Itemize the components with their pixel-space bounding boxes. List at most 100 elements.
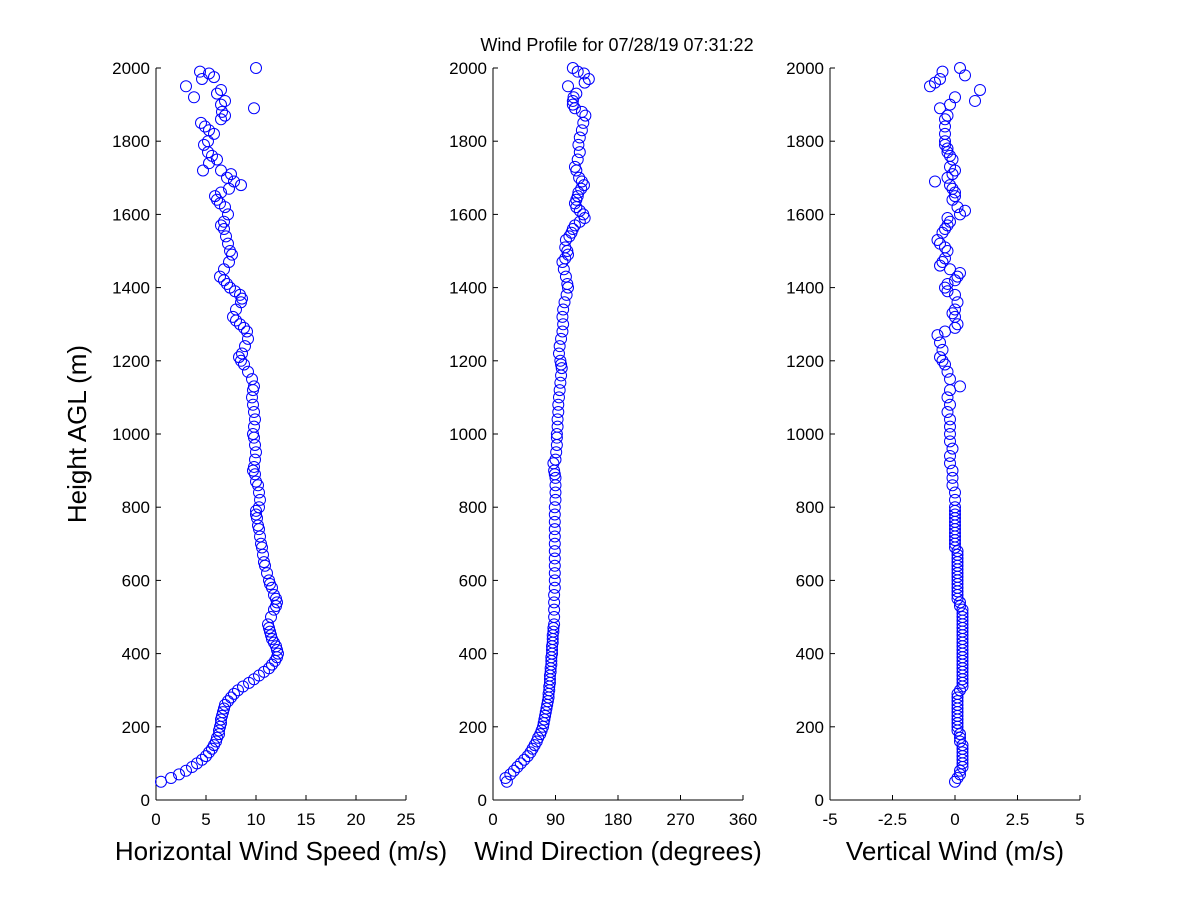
x-axis-label-direction: Wind Direction (degrees) [474, 836, 762, 866]
data-point [548, 574, 561, 587]
data-point [954, 380, 966, 393]
data-point [954, 764, 966, 777]
y-tick-label: 1000 [112, 425, 150, 444]
data-point [552, 398, 565, 411]
data-point [548, 537, 561, 550]
data-point [936, 255, 949, 268]
data-point [941, 142, 954, 155]
data-point [939, 127, 951, 140]
data-point [195, 116, 207, 129]
data-point [954, 735, 966, 748]
data-point [562, 80, 574, 93]
data-point [934, 336, 946, 349]
data-point [949, 486, 961, 499]
data-point [188, 91, 200, 104]
data-point [261, 567, 273, 580]
x-tick-label: 180 [604, 810, 632, 829]
data-point [236, 347, 248, 360]
data-point [951, 691, 964, 704]
data-point [579, 109, 592, 122]
data-point [258, 556, 270, 569]
data-point [941, 277, 954, 290]
data-point [215, 83, 227, 96]
y-tick-label: 0 [478, 791, 487, 810]
data-point [556, 325, 569, 338]
data-point [951, 695, 964, 708]
data-point [214, 270, 226, 283]
x-tick-label: 2.5 [1006, 810, 1030, 829]
data-point [573, 146, 586, 159]
data-point [248, 380, 260, 393]
data-point [559, 270, 572, 283]
data-point [934, 72, 946, 85]
data-point [577, 67, 590, 80]
y-tick-label: 0 [141, 791, 150, 810]
y-tick-label: 600 [122, 571, 150, 590]
data-point [551, 413, 564, 426]
data-point [951, 318, 964, 331]
data-point [250, 62, 262, 74]
y-tick-label: 1400 [786, 279, 824, 298]
data-point [215, 98, 227, 111]
data-point [548, 603, 561, 616]
data-point [559, 241, 572, 254]
data-point [248, 406, 260, 419]
x-tick-label: 5 [201, 810, 210, 829]
x-tick-label: 90 [546, 810, 565, 829]
x-tick-label: 5 [1075, 810, 1084, 829]
data-point [568, 160, 581, 173]
data-point [941, 406, 954, 419]
data-point [203, 67, 215, 80]
data-point [247, 428, 259, 440]
data-point [222, 237, 234, 250]
data-point [180, 764, 192, 777]
data-point [549, 471, 562, 484]
data-point [548, 545, 561, 558]
data-point [248, 102, 260, 115]
y-axis-label: Height AGL (m) [62, 345, 92, 523]
x-axis-label-speed: Horizontal Wind Speed (m/s) [115, 836, 447, 866]
data-point [548, 596, 561, 609]
data-point [249, 413, 261, 426]
data-point [265, 611, 277, 623]
data-point [254, 493, 266, 506]
data-point [575, 105, 588, 118]
x-axis-label-vertical: Vertical Wind (m/s) [846, 836, 1064, 866]
data-point [946, 479, 959, 492]
data-points-direction [499, 62, 595, 788]
data-point [941, 285, 954, 298]
data-point [929, 175, 941, 188]
y-tick-label: 400 [122, 645, 150, 664]
data-point [514, 757, 527, 770]
data-point [197, 164, 209, 177]
data-point [949, 501, 961, 514]
y-tick-label: 1200 [112, 352, 150, 371]
data-point [550, 446, 563, 459]
data-point [552, 406, 565, 419]
x-tick-label: 15 [297, 810, 316, 829]
data-points-vertical [924, 62, 986, 788]
data-point [941, 245, 954, 257]
data-point [547, 625, 560, 638]
data-point [180, 80, 192, 93]
data-point [248, 420, 260, 433]
data-point [263, 574, 275, 587]
y-tick-label: 200 [796, 718, 824, 737]
data-point [239, 340, 251, 353]
data-point [556, 310, 569, 323]
data-point [224, 245, 236, 257]
data-point [548, 508, 561, 521]
data-point [194, 65, 206, 78]
data-point [570, 87, 583, 100]
data-point [219, 94, 231, 107]
figure-title: Wind Profile for 07/28/19 07:31:22 [480, 35, 753, 55]
data-point [944, 435, 956, 448]
data-point [228, 687, 240, 700]
data-point [237, 680, 249, 693]
y-tick-label: 1400 [449, 279, 487, 298]
data-point [944, 398, 956, 411]
data-point [954, 600, 966, 613]
data-point [215, 219, 227, 232]
y-tick-label: 1200 [786, 352, 824, 371]
